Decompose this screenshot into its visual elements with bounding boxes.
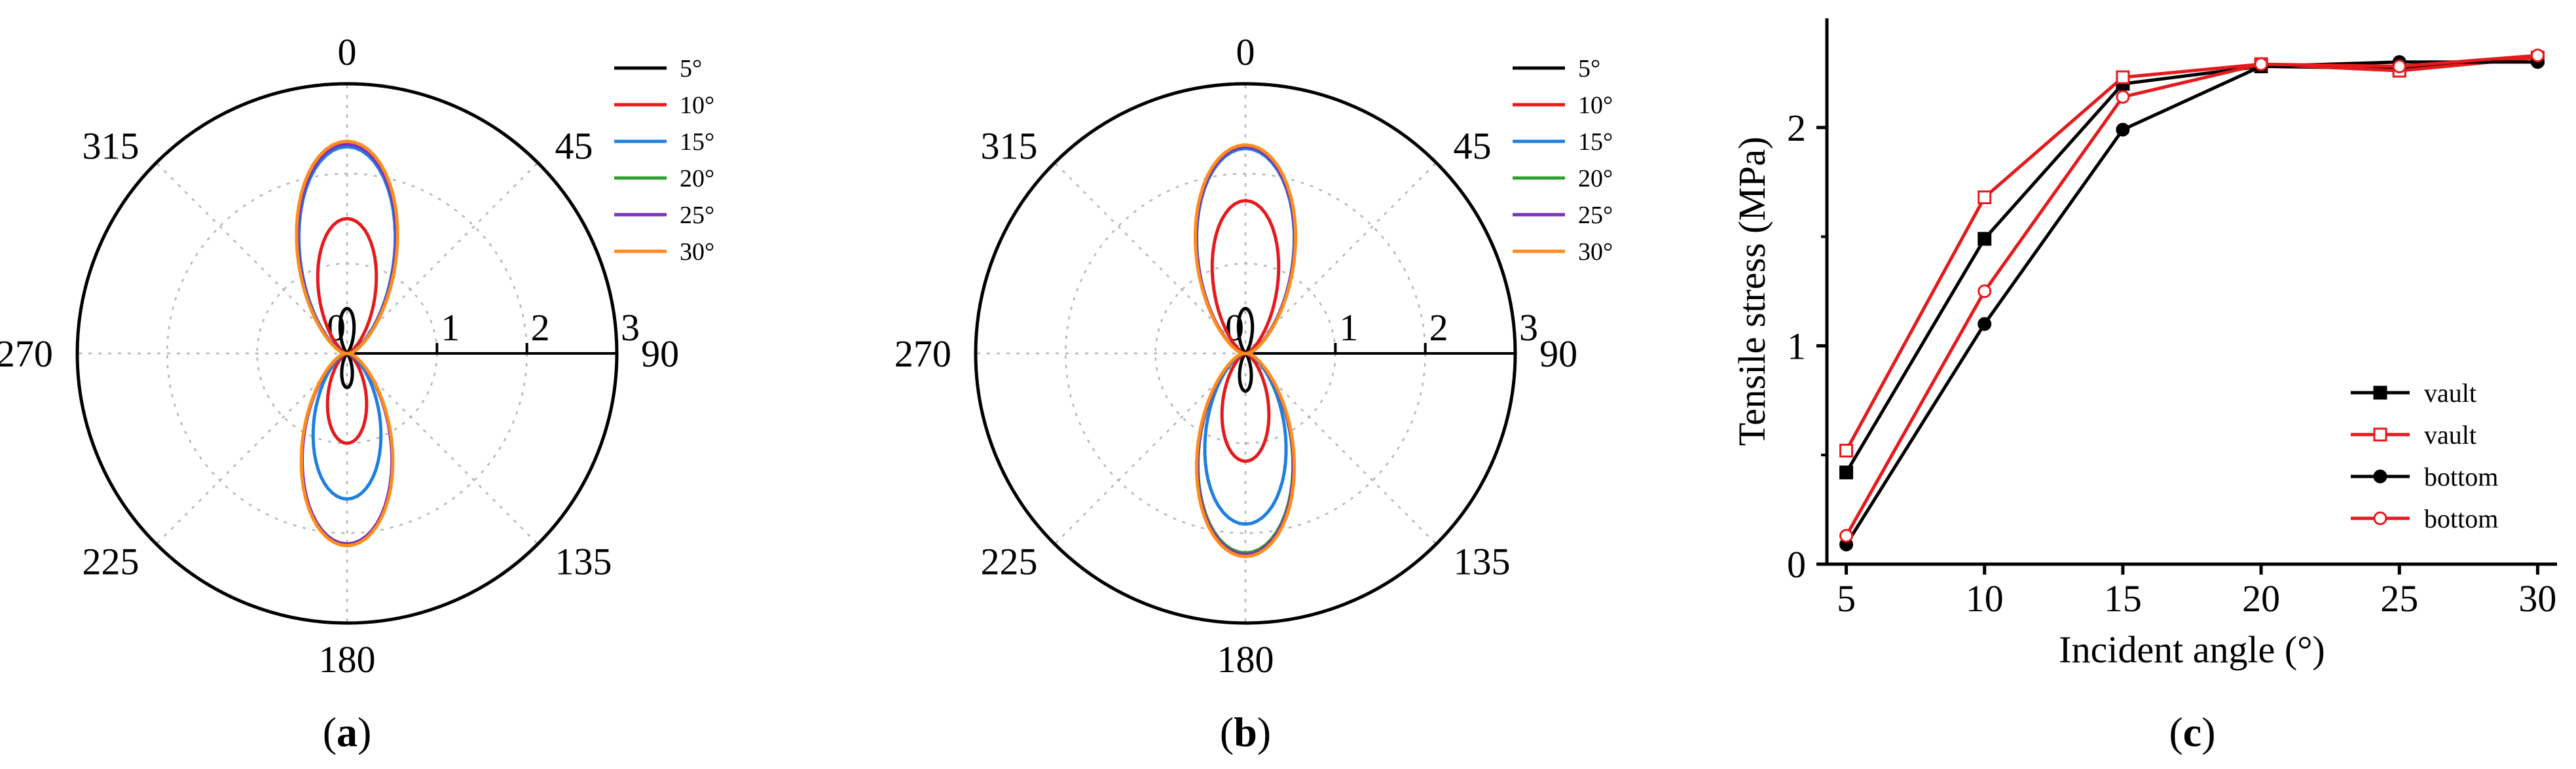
series-line-bottom xyxy=(1845,54,2538,537)
angle-tick-label: 270 xyxy=(894,332,951,375)
angle-tick-label: 90 xyxy=(641,332,679,375)
legend-marker xyxy=(2373,427,2387,442)
x-tick-label: 25 xyxy=(2380,577,2418,620)
legend-entry: 30° xyxy=(680,238,714,266)
data-point xyxy=(2116,90,2130,104)
legend-marker xyxy=(2373,511,2387,526)
panel-label-open: ( xyxy=(1220,709,1234,755)
x-tick-label: 5 xyxy=(1837,577,1856,620)
angle-tick-label: 180 xyxy=(319,638,376,681)
legend-entry: 5° xyxy=(680,55,702,82)
panel-label-open: ( xyxy=(2169,709,2182,755)
y-tick-label: 1 xyxy=(1787,325,1806,367)
radial-tick-label: 2 xyxy=(1429,306,1448,349)
polar-frame xyxy=(974,82,1517,625)
polar-frame xyxy=(75,82,619,625)
data-point xyxy=(1978,232,1992,246)
data-point xyxy=(2116,122,2130,137)
legend-entry: 25° xyxy=(1578,202,1613,229)
angle-tick-label: 135 xyxy=(555,541,612,583)
series-line-10° xyxy=(1210,199,1281,463)
legend-marker xyxy=(2373,469,2387,484)
series-line-vault xyxy=(1845,56,2538,452)
panel-label-close: ) xyxy=(358,709,371,755)
legend-entry: 10° xyxy=(1578,92,1613,119)
radial-tick-label: 1 xyxy=(441,306,460,349)
data-point xyxy=(1978,317,1992,331)
polar-chart-a: 0 1 2 3045901351802252703155°10°15°20°25°30… xyxy=(0,31,714,755)
polar-chart-b: 0 1 2 3045901351802252703155°10°15°20°25°30… xyxy=(894,31,1613,755)
panel-label-letter: a xyxy=(337,709,358,755)
panel-label: (a) xyxy=(323,709,372,755)
data-point xyxy=(2392,59,2406,73)
data-point xyxy=(1839,465,1854,480)
panel-label: (b) xyxy=(1220,709,1271,755)
angle-tick-label: 225 xyxy=(82,541,139,583)
data-point xyxy=(1978,284,1992,298)
radial-tick-label: 3 xyxy=(1519,306,1538,349)
legend-entry: 25° xyxy=(680,202,714,229)
x-axis-title: Incident angle (°) xyxy=(2059,628,2325,671)
data-point xyxy=(2530,48,2545,63)
legend-entry: 10° xyxy=(680,92,714,119)
angle-tick-label: 315 xyxy=(980,124,1037,167)
angle-tick-label: 315 xyxy=(82,124,139,167)
angle-tick-label: 0 xyxy=(338,31,357,73)
data-point xyxy=(1839,529,1854,543)
angle-tick-label: 270 xyxy=(0,332,53,375)
legend-entry: 30° xyxy=(1578,238,1613,266)
legend-entry: vault xyxy=(2424,378,2476,408)
legend-entry: 15° xyxy=(680,128,714,156)
angle-tick-label: 180 xyxy=(1217,638,1274,681)
panel-label-letter: c xyxy=(2183,709,2201,755)
angle-tick-label: 225 xyxy=(980,541,1037,583)
legend-entry: bottom xyxy=(2424,504,2498,533)
series-line-bottom xyxy=(1845,60,2538,546)
angle-tick-label: 135 xyxy=(1454,541,1511,583)
x-tick-label: 10 xyxy=(1966,577,2004,620)
data-point xyxy=(2254,57,2268,71)
data-point xyxy=(1839,444,1854,458)
legend-entry: bottom xyxy=(2424,462,2498,492)
x-tick-label: 15 xyxy=(2104,577,2142,620)
angle-tick-label: 90 xyxy=(1539,332,1577,375)
radial-tick-label: 3 xyxy=(621,306,640,349)
series-line-vault xyxy=(1845,56,2538,474)
legend-entry: 15° xyxy=(1578,128,1613,156)
line-chart-c: 5 10 15 20 25 30 0 1 2 Incident angle (°) Tensile … xyxy=(1731,18,2557,755)
y-axis-title: Tensile stress (MPa) xyxy=(1731,137,1773,446)
panel-label-letter: b xyxy=(1234,709,1257,755)
legend-entry: 5° xyxy=(1578,55,1600,82)
series-line-30° xyxy=(1193,143,1298,558)
panel-label: (c) xyxy=(2169,709,2215,755)
legend-entry: 20° xyxy=(680,165,714,192)
x-tick-label: 20 xyxy=(2242,577,2280,620)
angle-tick-label: 0 xyxy=(1236,31,1255,73)
radial-tick-label: 2 xyxy=(531,306,550,349)
legend-marker xyxy=(2373,385,2387,400)
x-tick-label: 30 xyxy=(2518,577,2556,620)
angle-tick-label: 45 xyxy=(555,124,593,167)
data-point xyxy=(1978,190,1992,205)
panel-label-open: ( xyxy=(323,709,337,755)
panel-label-close: ) xyxy=(2201,709,2215,755)
y-tick-label: 2 xyxy=(1787,107,1806,149)
angle-tick-label: 45 xyxy=(1454,124,1492,167)
y-tick-label: 0 xyxy=(1787,543,1806,586)
panel-label-close: ) xyxy=(1257,709,1271,755)
legend-entry: vault xyxy=(2424,420,2476,450)
legend-entry: 20° xyxy=(1578,165,1613,192)
radial-tick-label: 1 xyxy=(1339,306,1358,349)
series-line-30° xyxy=(295,139,399,548)
data-point xyxy=(2116,70,2130,84)
